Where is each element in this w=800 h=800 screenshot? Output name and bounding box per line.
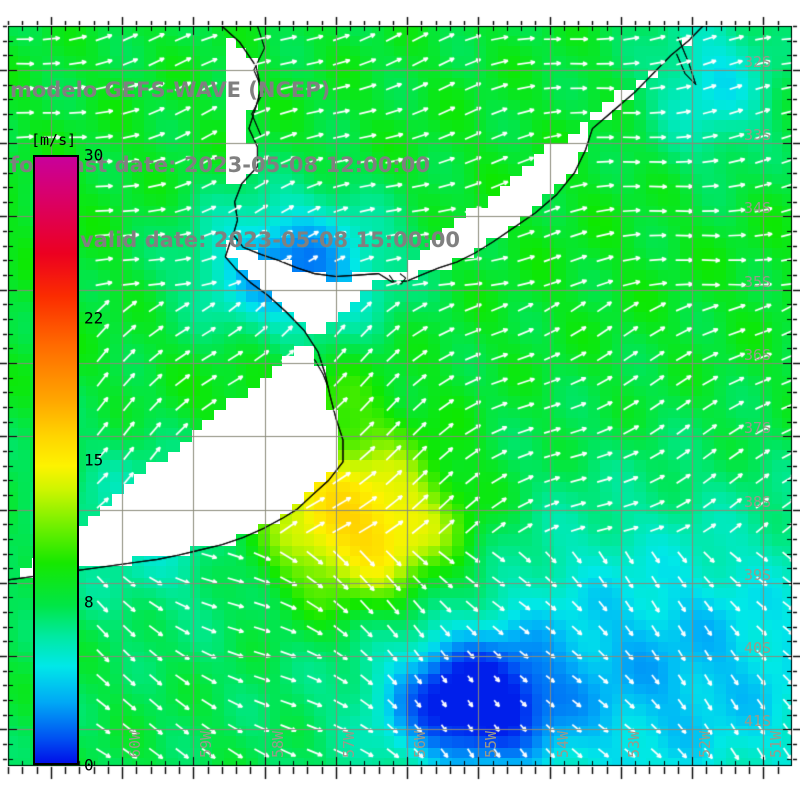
colorbar-units-label: [m/s] (31, 131, 77, 149)
colorbar-tick-22: 22 (84, 308, 104, 328)
valid-date: valid date: 2023-05-08 15:00:00 (80, 228, 460, 252)
lat-label-39S: 39S (744, 565, 772, 584)
lat-label-37S: 37S (744, 419, 772, 438)
lat-label-41S: 41S (744, 712, 772, 731)
title-block: modelo GEFS-WAVE (NCEP) forecast date: 2… (10, 28, 530, 303)
lon-label-55W: 55W (482, 730, 501, 758)
colorbar[interactable] (33, 155, 79, 765)
colorbar-tick-15: 15 (84, 450, 104, 470)
lat-label-40S: 40S (744, 639, 772, 658)
lon-label-58W: 58W (268, 730, 287, 758)
lon-label-60W: 60W (126, 730, 145, 758)
lon-label-51W: 51W (767, 730, 786, 758)
lat-label-38S: 38S (744, 492, 772, 511)
lat-label-36S: 36S (744, 346, 772, 365)
colorbar-tick-0: 0 (84, 755, 94, 775)
lon-label-59W: 59W (197, 730, 216, 758)
lat-label-34S: 34S (744, 199, 772, 218)
lat-label-32S: 32S (744, 52, 772, 71)
lon-label-52W: 52W (696, 730, 715, 758)
lon-label-53W: 53W (624, 730, 643, 758)
colorbar-gradient (33, 155, 79, 765)
lat-label-35S: 35S (744, 272, 772, 291)
lon-label-57W: 57W (339, 730, 358, 758)
lat-label-33S: 33S (744, 126, 772, 145)
colorbar-tick-30: 30 (84, 145, 104, 165)
colorbar-tick-8: 8 (84, 592, 94, 612)
lon-label-56W: 56W (411, 730, 430, 758)
model-title: modelo GEFS-WAVE (NCEP) (10, 78, 331, 102)
lon-label-54W: 54W (553, 730, 572, 758)
